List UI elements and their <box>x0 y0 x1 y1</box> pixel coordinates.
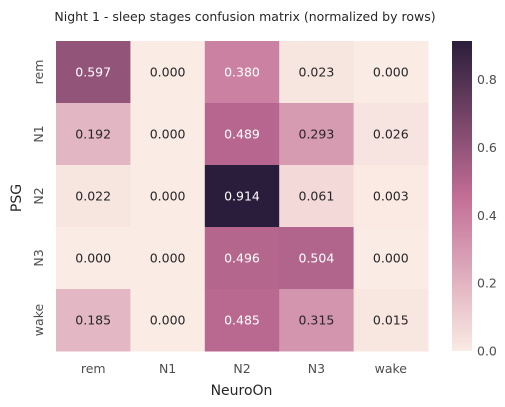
y-axis-label: PSG <box>9 184 25 212</box>
cell-value-label: 0.023 <box>299 65 335 80</box>
heatmap-cell-N2-N1 <box>130 165 206 228</box>
heatmap-cell-rem-N2 <box>204 41 280 104</box>
cell-value-label: 0.000 <box>150 251 186 266</box>
cell-value-label: 0.185 <box>75 313 111 328</box>
cell-value-label: 0.026 <box>373 127 409 142</box>
x-axis-label: NeuroOn <box>211 383 273 399</box>
heatmap-cell-rem-rem <box>56 41 131 104</box>
x-tick-label-wake: wake <box>375 361 408 376</box>
colorbar-tick-label: 0.4 <box>477 208 497 223</box>
y-tick-label-wake: wake <box>31 304 46 337</box>
cell-value-label: 0.000 <box>150 313 186 328</box>
cell-value-label: 0.597 <box>75 65 111 80</box>
heatmap-cell-N3-wake <box>353 227 429 290</box>
y-tick-label-N3: N3 <box>31 249 46 266</box>
heatmap-cell-N1-N2 <box>204 103 280 166</box>
heatmap-cell-N2-rem <box>56 165 131 228</box>
cell-value-label: 0.000 <box>75 251 111 266</box>
cell-value-label: 0.504 <box>299 251 335 266</box>
cell-value-label: 0.489 <box>224 127 260 142</box>
cell-value-label: 0.000 <box>373 65 409 80</box>
heatmap-cell-N2-N2 <box>204 165 280 228</box>
cell-value-label: 0.000 <box>150 127 186 142</box>
heatmap-cell-N2-N3 <box>279 165 355 228</box>
heatmap-cell-N2-wake <box>353 165 429 228</box>
heatmap-cell-wake-N1 <box>130 289 206 352</box>
cell-value-label: 0.380 <box>224 65 260 80</box>
x-tick-label-N3: N3 <box>308 361 325 376</box>
x-tick-label-N1: N1 <box>159 361 176 376</box>
heatmap-cell-N1-N3 <box>279 103 355 166</box>
cell-value-label: 0.293 <box>299 127 335 142</box>
cell-value-label: 0.315 <box>299 313 335 328</box>
cell-value-label: 0.192 <box>75 127 111 142</box>
heatmap-cell-N1-wake <box>353 103 429 166</box>
cell-value-label: 0.914 <box>224 189 260 204</box>
heatmap-cell-N3-rem <box>56 227 131 290</box>
cell-value-label: 0.496 <box>224 251 260 266</box>
heatmap-cell-rem-N1 <box>130 41 206 104</box>
heatmap-cell-rem-N3 <box>279 41 355 104</box>
x-tick-label-N2: N2 <box>233 361 250 376</box>
heatmap-cell-N3-N3 <box>279 227 355 290</box>
chart-title: Night 1 - sleep stages confusion matrix … <box>54 9 435 24</box>
cell-value-label: 0.022 <box>75 189 111 204</box>
colorbar-tick-label: 0.2 <box>477 276 497 291</box>
cell-value-label: 0.061 <box>299 189 335 204</box>
cell-value-label: 0.000 <box>150 189 186 204</box>
heatmap-cell-N3-N1 <box>130 227 206 290</box>
colorbar-tick-label: 0.0 <box>477 344 497 359</box>
heatmap-cell-wake-N3 <box>279 289 355 352</box>
heatmap-cell-rem-wake <box>353 41 429 104</box>
cell-value-label: 0.000 <box>150 65 186 80</box>
heatmap-cell-N1-N1 <box>130 103 206 166</box>
colorbar <box>452 41 472 351</box>
cell-value-label: 0.000 <box>373 251 409 266</box>
heatmap-cell-wake-N2 <box>204 289 280 352</box>
colorbar-tick-label: 0.6 <box>477 140 497 155</box>
heatmap-cell-N1-rem <box>56 103 131 166</box>
x-tick-label-rem: rem <box>81 361 106 376</box>
y-tick-label-N1: N1 <box>31 125 46 142</box>
colorbar-tick-label: 0.8 <box>477 72 497 87</box>
heatmap-cell-wake-rem <box>56 289 131 352</box>
cell-value-label: 0.003 <box>373 189 409 204</box>
heatmap-cell-N3-N2 <box>204 227 280 290</box>
heatmap-cell-wake-wake <box>353 289 429 352</box>
cell-value-label: 0.485 <box>224 313 260 328</box>
y-tick-label-N2: N2 <box>31 187 46 204</box>
y-tick-label-rem: rem <box>31 60 46 85</box>
cell-value-label: 0.015 <box>373 313 409 328</box>
